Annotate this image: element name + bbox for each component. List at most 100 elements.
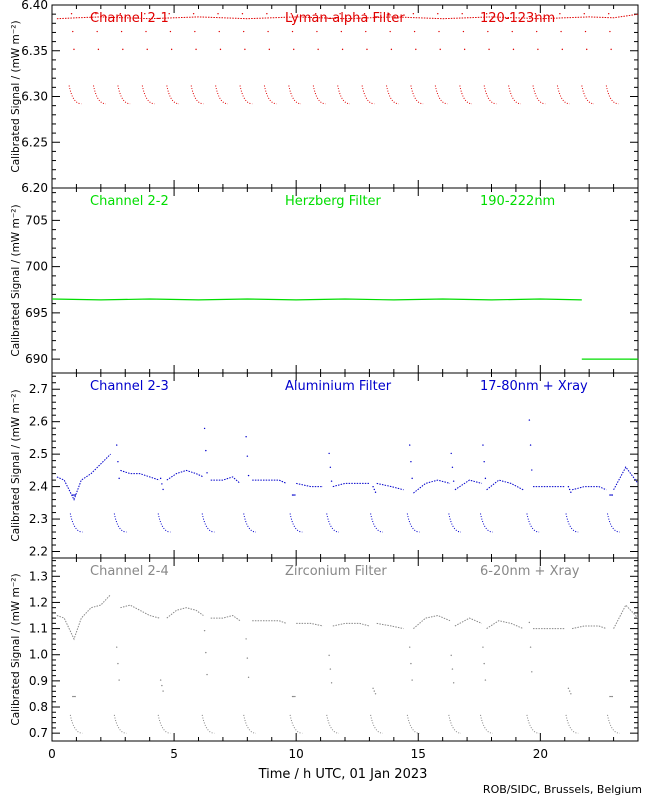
transition-point [330,682,333,684]
y-tick-label: 2.2 [29,545,48,559]
band-label: 17-80nm + Xray [480,379,588,394]
dip-mark [361,85,375,105]
y-tick-label: 705 [25,213,48,227]
transition-point [482,646,484,648]
transition-point [409,646,411,648]
transition-point [118,679,120,681]
transition-point [529,444,532,446]
transition-point [70,12,73,15]
dip-mark [386,85,399,105]
dip-mark [526,714,540,734]
transition-point [438,30,440,33]
dip-mark [448,513,462,533]
series-line [613,466,638,491]
panel-4: 0.7 0.8 0.9 1.0 1.1 1.2 1.3 Calibrated Signal /… [10,557,639,742]
transition-point [246,657,249,659]
transition-point [439,48,441,51]
x-tick-label: 0 [48,747,56,761]
filter-label: Zirconium Filter [285,564,387,579]
series-line [56,453,111,501]
series-line [252,479,287,484]
x-tick-label: 5 [170,747,178,761]
transition-point [373,690,375,692]
transition-point [168,12,170,15]
series-line [454,617,482,627]
dip-mark [483,85,497,105]
series-line [56,594,111,641]
dip-mark [243,513,256,533]
transition-point [340,30,343,33]
transition-point [610,494,612,496]
panel-3: 2.2 2.3 2.4 2.5 2.6 2.7 Calibrated Signal / (m… [10,372,639,559]
dip-mark [532,85,546,105]
dip-mark [326,513,339,533]
transition-point [363,12,366,15]
dip-mark [201,714,215,734]
transition-point [388,12,390,15]
transition-point [245,436,247,438]
transition-point [266,12,268,15]
transition-point [119,12,122,15]
transition-point [488,48,490,51]
transition-point [487,30,489,33]
dip-mark [459,85,473,105]
dip-mark [480,714,493,734]
transition-point [95,12,97,15]
y-tick-label: 6.30 [21,90,48,104]
transition-point [537,48,539,51]
dip-mark [607,714,620,734]
series-line [120,604,160,619]
series-line [210,614,241,622]
transition-point [409,444,411,446]
series-line [296,622,324,627]
dip-mark [448,714,462,734]
transition-point [218,30,220,33]
transition-point [415,48,417,51]
transition-point [162,488,164,491]
series-line [413,614,451,629]
y-tick-label: 0.8 [29,700,48,714]
y-tick-label: 695 [25,306,48,320]
transition-point [510,12,512,15]
series-line [413,479,451,494]
transition-point [194,30,196,33]
transition-point [206,472,208,474]
dip-mark [263,85,277,105]
y-tick-label: 2.3 [29,512,48,526]
transition-point [97,48,100,51]
transition-point [96,30,98,33]
transition-point [451,668,454,670]
transition-point [317,48,319,51]
transition-point [203,427,206,430]
dip-mark [337,85,350,105]
dip-mark [410,85,424,105]
y-tick-label: 2.7 [29,382,48,396]
transition-point [290,12,292,15]
y-tick-label: 1.3 [29,569,48,583]
transition-point [390,48,393,51]
dip-mark [289,513,303,533]
transition-point [328,654,330,657]
dip-mark [480,513,493,533]
transition-point [192,12,195,15]
transition-point [161,684,163,687]
dip-mark [157,714,171,734]
dip-mark [406,513,420,533]
x-tick-label: 20 [533,747,548,761]
series-line [571,486,607,491]
panel-frame [51,557,639,742]
transition-point [315,12,317,15]
dip-mark [157,513,171,533]
transition-point [560,30,562,33]
transition-point [365,30,367,33]
transition-point [451,466,454,468]
transition-point [366,48,368,51]
transition-point [146,48,148,51]
transition-point [72,30,74,33]
transition-point [73,494,75,496]
transition-point [73,695,75,698]
transition-point [291,30,294,33]
transition-point [484,477,487,480]
y-tick-label: 690 [25,352,48,366]
